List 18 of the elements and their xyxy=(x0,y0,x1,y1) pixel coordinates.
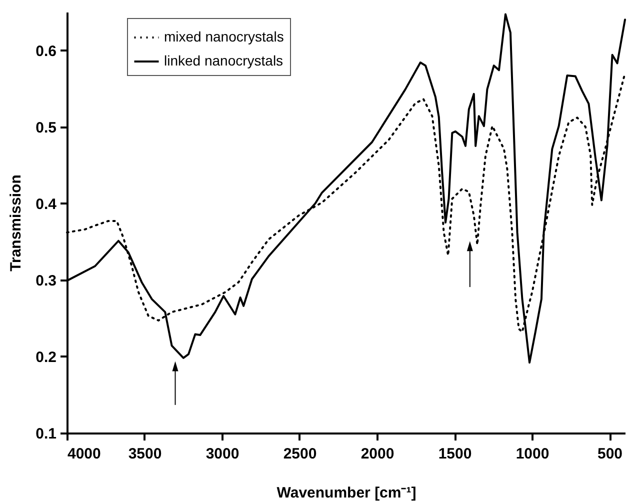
x-tick-label: 3500 xyxy=(128,446,162,462)
x-tick-label: 1500 xyxy=(438,446,472,462)
x-axis-title: Wavenumber [cm⁻¹] xyxy=(276,484,416,502)
y-tick-label: 0.6 xyxy=(36,42,56,60)
y-tick-label: 0.1 xyxy=(36,426,56,442)
x-tick-label: 2000 xyxy=(360,446,394,462)
y-tick-label: 0.5 xyxy=(36,119,56,136)
x-tick-label: 4000 xyxy=(68,446,101,462)
legend-label: mixed nanocrystals xyxy=(164,28,284,44)
x-tick-label: 2500 xyxy=(283,446,317,462)
x-tick-label: 3000 xyxy=(206,446,240,462)
x-tick-label: 500 xyxy=(597,446,623,462)
y-tick-label: 0.3 xyxy=(36,272,56,290)
legend-label: linked nanocrystals xyxy=(164,52,284,68)
y-tick-label: 0.2 xyxy=(36,348,56,366)
y-axis-title: Transmission xyxy=(8,174,25,272)
x-tick-label: 1000 xyxy=(516,446,550,462)
y-tick-label: 0.4 xyxy=(36,196,58,213)
